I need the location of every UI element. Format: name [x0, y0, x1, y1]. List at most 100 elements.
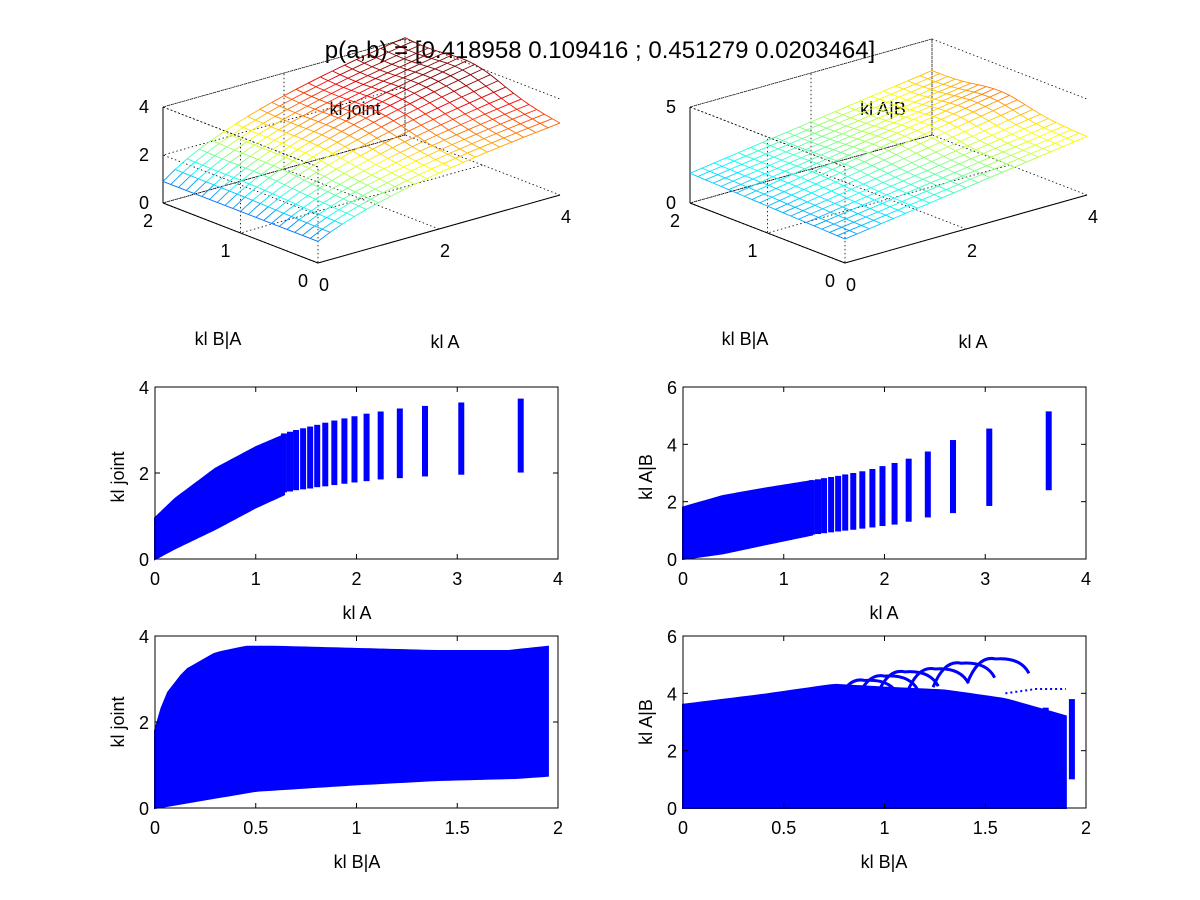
- x-tick-label: 1.5: [445, 818, 470, 838]
- mesh-line: [903, 88, 912, 93]
- mesh-line: [524, 109, 537, 115]
- mesh-line: [996, 119, 1009, 126]
- mesh-line: [426, 86, 435, 93]
- mesh-line: [404, 135, 417, 143]
- mesh-line: [264, 180, 278, 191]
- scatter-column: [377, 411, 384, 480]
- mesh-line: [199, 139, 212, 150]
- mesh-line: [266, 136, 275, 141]
- x-axis-line: [844, 194, 1088, 264]
- mesh-line: [998, 154, 1012, 161]
- mesh-line: [438, 81, 447, 87]
- mesh-line: [838, 188, 852, 196]
- mesh-line: [443, 157, 456, 165]
- mesh-line: [339, 96, 348, 100]
- mesh-line: [1054, 137, 1068, 144]
- mesh-line: [890, 107, 903, 114]
- mesh-line: [926, 185, 939, 192]
- mesh-line: [813, 146, 826, 153]
- mesh-line: [915, 83, 924, 88]
- mesh-line: [440, 124, 449, 131]
- mesh-line: [789, 157, 802, 164]
- mesh-line: [382, 186, 396, 194]
- mesh-line: [744, 195, 753, 200]
- mesh-line: [938, 185, 947, 190]
- mesh-line: [814, 132, 823, 137]
- z-tick-label: 0: [139, 193, 149, 213]
- mesh-line: [933, 110, 946, 117]
- mesh-line: [358, 205, 367, 210]
- mesh-line: [308, 167, 317, 173]
- mesh-line: [420, 124, 430, 131]
- mesh-line: [241, 180, 250, 185]
- mesh-line: [923, 86, 932, 90]
- mesh-line: [442, 71, 451, 77]
- mesh-line: [830, 119, 839, 124]
- mesh-line: [745, 155, 755, 160]
- mesh-line: [737, 167, 750, 174]
- mesh-line: [823, 187, 832, 192]
- mesh-line: [885, 120, 894, 124]
- scatter-column: [498, 666, 505, 774]
- mesh-line: [372, 148, 381, 155]
- mesh-line: [790, 143, 799, 148]
- mesh-line: [411, 164, 424, 172]
- mesh-line: [795, 185, 804, 190]
- mesh-line: [471, 143, 480, 149]
- mesh-line: [464, 113, 474, 120]
- mesh-line: [805, 143, 818, 151]
- mesh-line: [729, 163, 742, 170]
- mesh-line: [835, 111, 844, 116]
- mesh-line: [303, 92, 312, 97]
- mesh-line: [311, 176, 325, 185]
- mesh-line: [333, 120, 347, 129]
- mesh-line: [286, 219, 300, 230]
- mesh-line: [532, 113, 545, 120]
- mesh-line: [1024, 104, 1033, 110]
- mesh-line: [1040, 113, 1049, 119]
- mesh-line: [431, 168, 440, 174]
- mesh-line: [995, 147, 1004, 153]
- mesh-line: [319, 99, 328, 104]
- mesh-line: [275, 200, 289, 211]
- mesh-line: [233, 177, 242, 182]
- mesh-line: [311, 89, 324, 97]
- mesh-line: [738, 152, 747, 157]
- mesh-line: [919, 75, 928, 80]
- mesh-line: [975, 144, 988, 151]
- mesh-line: [953, 107, 966, 115]
- mesh-line: [455, 152, 468, 159]
- mesh-line: [380, 153, 389, 159]
- mesh-line: [882, 104, 895, 111]
- mesh-line: [919, 70, 933, 77]
- mesh-line: [987, 144, 996, 149]
- mesh-line: [527, 123, 541, 129]
- mesh-line: [508, 123, 521, 130]
- mesh-line: [380, 47, 389, 53]
- mesh-line: [338, 89, 352, 97]
- mesh-line: [511, 136, 524, 143]
- mesh-line: [284, 175, 297, 186]
- mesh-line: [312, 156, 322, 162]
- mesh-line: [809, 135, 823, 142]
- mesh-line: [803, 183, 817, 190]
- mesh-line: [951, 154, 964, 161]
- mesh-line: [392, 141, 405, 149]
- mesh-line: [423, 55, 432, 59]
- mesh-line: [384, 55, 397, 62]
- mesh-line: [841, 221, 854, 228]
- mesh-line: [414, 92, 423, 99]
- mesh-line: [1042, 142, 1056, 149]
- mesh-line: [817, 138, 831, 145]
- mesh-line: [320, 76, 329, 82]
- mesh-line: [316, 164, 329, 173]
- mesh-line: [372, 142, 385, 150]
- mesh-line: [353, 124, 362, 130]
- mesh-line: [958, 178, 971, 185]
- mesh-line: [396, 55, 405, 60]
- scatter-column: [879, 466, 886, 527]
- mesh-line: [290, 122, 299, 127]
- mesh-line: [948, 117, 962, 124]
- mesh-line: [354, 101, 363, 106]
